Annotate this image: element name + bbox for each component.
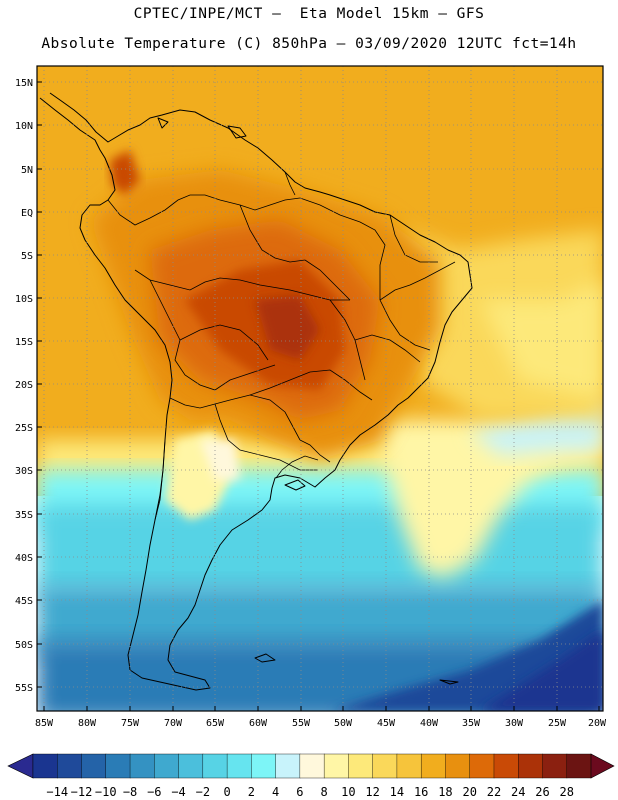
- colorbar-tick-label: 20: [462, 785, 476, 799]
- colorbar-tick-label: 18: [438, 785, 452, 799]
- colorbar-tick-label: 8: [321, 785, 328, 799]
- lat-label: EQ: [21, 208, 33, 219]
- colorbar-swatch: [299, 753, 325, 779]
- lon-label: 50W: [334, 718, 353, 729]
- colorbar-tick-label: −2: [196, 785, 210, 799]
- colorbar-swatch: [57, 753, 83, 779]
- colorbar-tick-label: 16: [414, 785, 428, 799]
- lon-label: 80W: [78, 718, 97, 729]
- colorbar-swatch: [129, 753, 155, 779]
- lon-ticks: [43, 706, 600, 711]
- lon-label: 25W: [548, 718, 567, 729]
- lon-label: 35W: [462, 718, 481, 729]
- colorbar-tick-label: 6: [296, 785, 303, 799]
- colorbar-swatch: [32, 753, 58, 779]
- temperature-field: [37, 66, 603, 711]
- lat-label: 5N: [21, 165, 33, 176]
- colorbar-swatch: [348, 753, 374, 779]
- colorbar-tick-label: 28: [560, 785, 574, 799]
- lat-label: 15S: [15, 337, 33, 348]
- colorbar-over-arrow: [590, 753, 615, 779]
- lon-label: 55W: [292, 718, 311, 729]
- map-subtitle: Absolute Temperature (C) 850hPa – 03/09/…: [41, 36, 577, 52]
- colorbar-tick-label: 10: [341, 785, 355, 799]
- colorbar-tick-label: 2: [248, 785, 255, 799]
- colorbar: [7, 753, 615, 779]
- colorbar-swatch: [81, 753, 107, 779]
- colorbar-tick-label: 0: [223, 785, 230, 799]
- lat-label: 55S: [15, 683, 33, 694]
- colorbar-under-arrow: [7, 753, 34, 779]
- colorbar-swatch: [493, 753, 519, 779]
- lon-label: 30W: [505, 718, 524, 729]
- colorbar-swatch: [226, 753, 252, 779]
- lat-label: 5S: [21, 251, 33, 262]
- colorbar-swatch: [154, 753, 180, 779]
- colorbar-swatch: [469, 753, 495, 779]
- colorbar-tick-label: 24: [511, 785, 525, 799]
- colorbar-labels: −14 −12 −10 −8 −6 −4 −2 0 2 4 6 8 10 12 14 16 18 20 22 24 26…: [46, 785, 574, 799]
- colorbar-tick-label: −4: [171, 785, 185, 799]
- lat-label: 30S: [15, 466, 33, 477]
- map-title: CPTEC/INPE/MCT – Eta Model 15km – GFS: [133, 6, 485, 22]
- colorbar-swatch: [372, 753, 398, 779]
- lat-label: 20S: [15, 380, 33, 391]
- lat-labels: 15N 10N 5N EQ 5S 10S 15S 20S 25S 30S 35S…: [15, 78, 33, 694]
- lat-label: 10S: [15, 294, 33, 305]
- colorbar-swatch: [445, 753, 471, 779]
- lat-label: 40S: [15, 553, 33, 564]
- colorbar-swatch: [542, 753, 568, 779]
- colorbar-swatch: [396, 753, 422, 779]
- colorbar-tick-label: −8: [123, 785, 137, 799]
- colorbar-tick-label: 14: [390, 785, 404, 799]
- country-borders: [107, 171, 456, 521]
- colorbar-swatch: [105, 753, 131, 779]
- lon-label: 40W: [420, 718, 439, 729]
- lon-label: 85W: [35, 718, 54, 729]
- lat-label: 25S: [15, 423, 33, 434]
- lat-label: 50S: [15, 640, 33, 651]
- lon-labels: 85W 80W 75W 70W 65W 60W 55W 50W 45W 40W …: [35, 718, 607, 729]
- colorbar-tick-label: −12: [71, 785, 93, 799]
- lat-label: 15N: [15, 78, 33, 89]
- lon-label: 60W: [249, 718, 268, 729]
- colorbar-swatch: [251, 753, 277, 779]
- lat-ticks: [37, 81, 42, 688]
- colorbar-swatch: [275, 753, 301, 779]
- lon-label: 70W: [164, 718, 183, 729]
- lon-label: 75W: [121, 718, 140, 729]
- lat-label: 10N: [15, 121, 33, 132]
- lon-label: 20W: [588, 718, 607, 729]
- coastline: [39, 92, 473, 691]
- colorbar-tick-label: 12: [365, 785, 379, 799]
- lat-label: 35S: [15, 510, 33, 521]
- colorbar-tick-label: −10: [95, 785, 117, 799]
- lon-label: 45W: [377, 718, 396, 729]
- colorbar-swatch: [518, 753, 543, 779]
- colorbar-tick-label: 26: [535, 785, 549, 799]
- colorbar-tick-label: −14: [46, 785, 68, 799]
- colorbar-swatch: [566, 753, 592, 779]
- colorbar-tick-label: 22: [487, 785, 501, 799]
- colorbar-swatch: [420, 753, 446, 779]
- colorbar-tick-label: 4: [272, 785, 279, 799]
- colorbar-swatch: [323, 753, 349, 779]
- colorbar-swatch: [178, 753, 204, 779]
- colorbar-swatch: [202, 753, 228, 779]
- colorbar-tick-label: −6: [147, 785, 161, 799]
- lat-label: 45S: [15, 596, 33, 607]
- map-frame: [36, 65, 604, 712]
- lon-label: 65W: [206, 718, 225, 729]
